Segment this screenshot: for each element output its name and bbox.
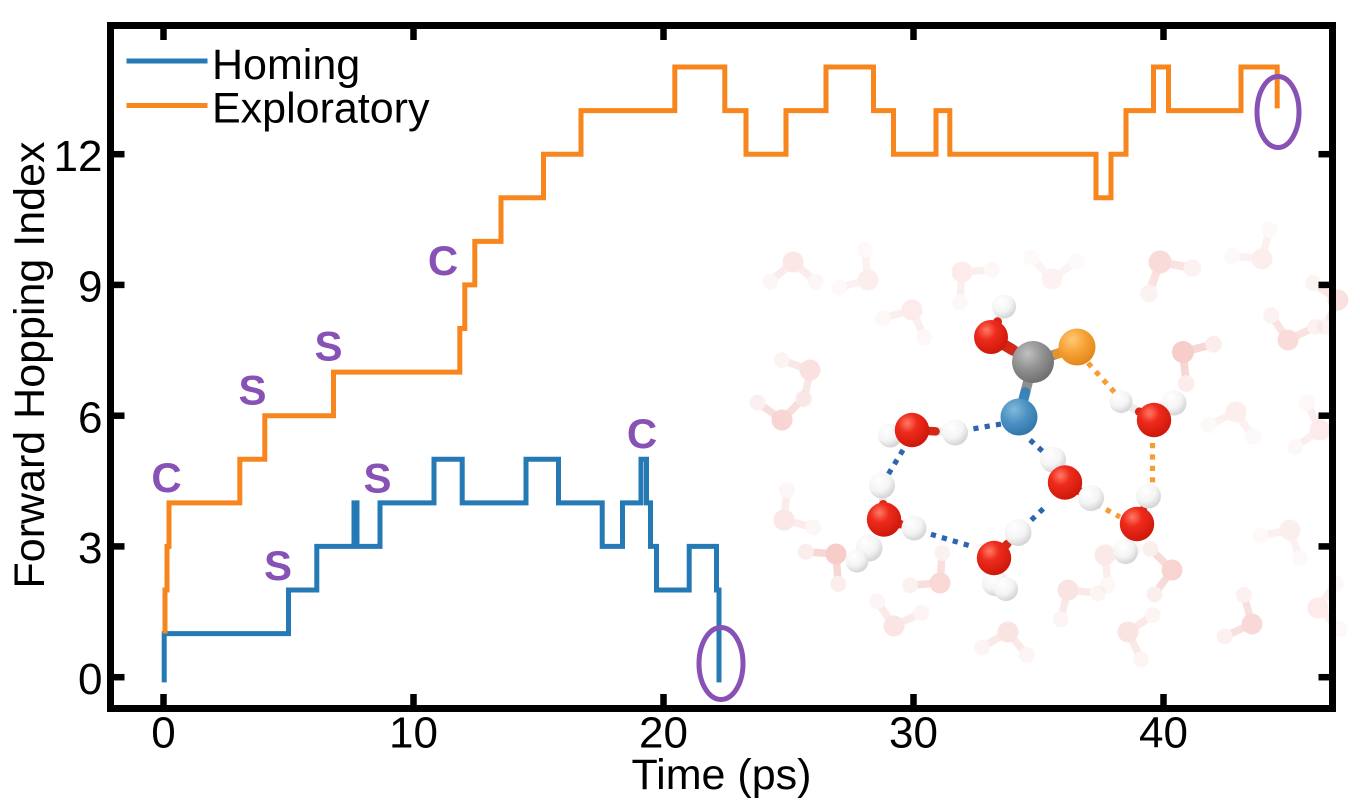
svg-text:0: 0 [78,655,102,704]
svg-text:Forward Hopping Index: Forward Hopping Index [6,141,54,588]
svg-text:S: S [264,542,292,589]
svg-text:10: 10 [389,709,438,758]
svg-text:C: C [627,410,657,457]
svg-text:6: 6 [78,393,102,442]
svg-text:S: S [238,367,266,414]
svg-text:Time (ps): Time (ps) [632,751,812,799]
svg-text:40: 40 [1139,709,1188,758]
svg-text:3: 3 [78,524,102,573]
svg-text:S: S [363,455,391,502]
svg-text:Exploratory: Exploratory [212,85,430,133]
svg-text:0: 0 [151,709,175,758]
svg-text:9: 9 [78,263,102,312]
svg-text:Homing: Homing [212,41,360,89]
svg-text:20: 20 [639,709,688,758]
svg-text:12: 12 [54,132,103,181]
svg-text:C: C [151,454,181,501]
svg-text:S: S [314,323,342,370]
svg-text:C: C [428,237,458,284]
svg-text:30: 30 [889,709,938,758]
